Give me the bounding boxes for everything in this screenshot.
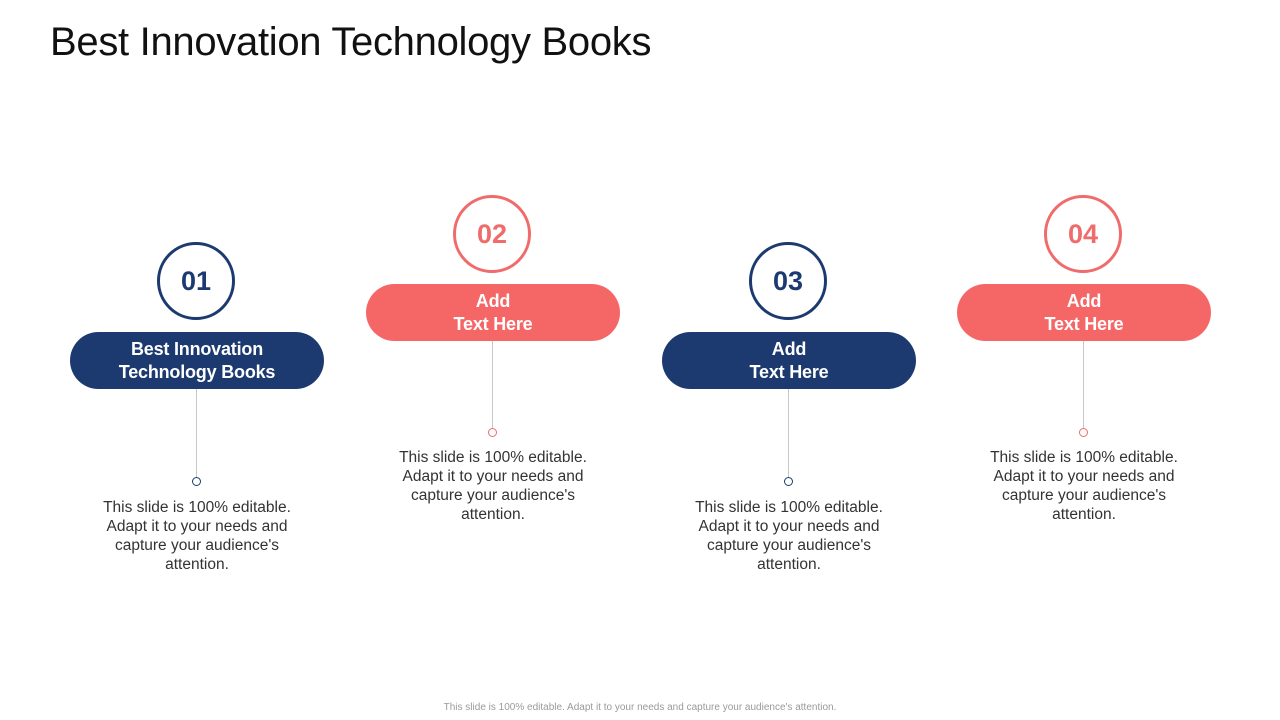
- step-2-connector-dot: [488, 428, 497, 437]
- step-2-label-pill: Add Text Here: [366, 284, 620, 341]
- step-1-connector-line: [196, 389, 197, 481]
- step-1-description: This slide is 100% editable. Adapt it to…: [103, 499, 291, 573]
- step-4-connector-line: [1083, 341, 1084, 432]
- step-3-description: This slide is 100% editable. Adapt it to…: [695, 499, 883, 573]
- step-4-label: Add Text Here: [994, 290, 1174, 336]
- step-2-description: This slide is 100% editable. Adapt it to…: [399, 449, 587, 523]
- step-1-label-pill: Best Innovation Technology Books: [70, 332, 324, 389]
- step-4: 04 Add Text Here This slide is 100% edit…: [957, 0, 1211, 720]
- slide-title: Best Innovation Technology Books: [50, 20, 652, 64]
- step-3-connector-line: [788, 389, 789, 481]
- step-2-number-circle: 02: [453, 195, 531, 273]
- step-1-label-line1: Best Innovation: [130, 338, 263, 359]
- step-4-label-line1: Add: [1066, 290, 1102, 311]
- step-2-label-line2: Text Here: [453, 313, 533, 334]
- step-1-number-circle: 01: [157, 242, 235, 320]
- step-4-description: This slide is 100% editable. Adapt it to…: [990, 449, 1178, 523]
- step-3: 03 Add Text Here This slide is 100% edit…: [662, 0, 916, 720]
- footer-note: This slide is 100% editable. Adapt it to…: [443, 702, 837, 713]
- step-3-label: Add Text Here: [699, 338, 879, 384]
- step-3-label-pill: Add Text Here: [662, 332, 916, 389]
- step-4-connector-dot: [1079, 428, 1088, 437]
- step-2: 02 Add Text Here This slide is 100% edit…: [366, 0, 620, 720]
- step-3-number-circle: 03: [749, 242, 827, 320]
- step-1: 01 Best Innovation Technology Books This…: [70, 0, 324, 720]
- step-3-connector-dot: [784, 477, 793, 486]
- step-3-label-line2: Text Here: [749, 361, 829, 382]
- step-4-label-line2: Text Here: [1044, 313, 1124, 334]
- step-2-label-line1: Add: [475, 290, 511, 311]
- step-1-label-line2: Technology Books: [118, 361, 276, 382]
- step-3-label-line1: Add: [771, 338, 807, 359]
- step-2-connector-line: [492, 341, 493, 432]
- step-2-label: Add Text Here: [403, 290, 583, 336]
- step-1-label: Best Innovation Technology Books: [107, 338, 287, 384]
- step-4-label-pill: Add Text Here: [957, 284, 1211, 341]
- step-1-connector-dot: [192, 477, 201, 486]
- step-4-number-circle: 04: [1044, 195, 1122, 273]
